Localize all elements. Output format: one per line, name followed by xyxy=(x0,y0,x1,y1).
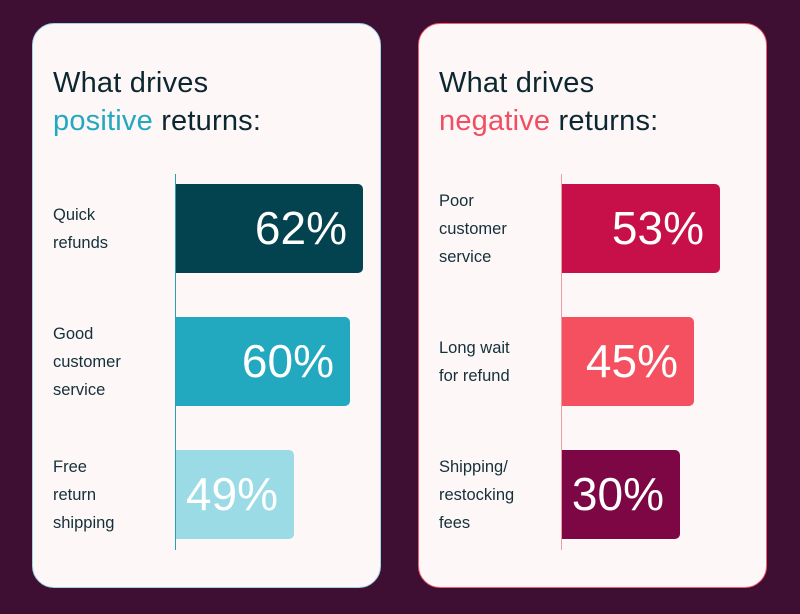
title-line-1: What drives xyxy=(53,67,209,99)
bar-good-customer-service: 60% xyxy=(176,317,350,406)
bar-row: Quick refunds 62% xyxy=(33,184,380,274)
bar-label: Poor customer service xyxy=(439,192,507,266)
title-rest: returns: xyxy=(152,105,262,137)
bar-row: Long wait for refund 45% xyxy=(419,317,766,407)
title-accent-positive: positive xyxy=(53,105,153,137)
bar-row: Poor customer service 53% xyxy=(419,184,766,274)
bar-shipping-restocking-fees: 30% xyxy=(562,450,680,539)
title-rest: returns: xyxy=(550,105,659,137)
positive-returns-card: What drives positive returns: Quick refun… xyxy=(32,23,381,588)
bar-row: Free return shipping 49% xyxy=(33,450,380,540)
positive-card-title: What drives positive returns: xyxy=(53,64,261,140)
bar-label: Good customer service xyxy=(53,325,121,399)
bar-free-return-shipping: 49% xyxy=(176,450,294,539)
bar-poor-customer-service: 53% xyxy=(562,184,720,273)
bar-long-wait-for-refund: 45% xyxy=(562,317,694,406)
negative-returns-card: What drives negative returns: Poor custom… xyxy=(418,23,767,588)
title-line-1: What drives xyxy=(439,67,595,99)
bar-row: Shipping/restocking fees 30% xyxy=(419,450,766,540)
bar-row: Good customer service 60% xyxy=(33,317,380,407)
negative-card-title: What drives negative returns: xyxy=(439,64,658,140)
bar-label: Long wait for refund xyxy=(439,339,510,385)
axis-line xyxy=(175,174,176,550)
bar-label: Shipping/restocking fees xyxy=(439,458,515,532)
title-accent-negative: negative xyxy=(439,105,551,137)
bar-quick-refunds: 62% xyxy=(176,184,363,273)
bar-label: Quick refunds xyxy=(53,206,109,252)
axis-line xyxy=(561,174,562,550)
bar-label: Free return shipping xyxy=(53,458,115,532)
